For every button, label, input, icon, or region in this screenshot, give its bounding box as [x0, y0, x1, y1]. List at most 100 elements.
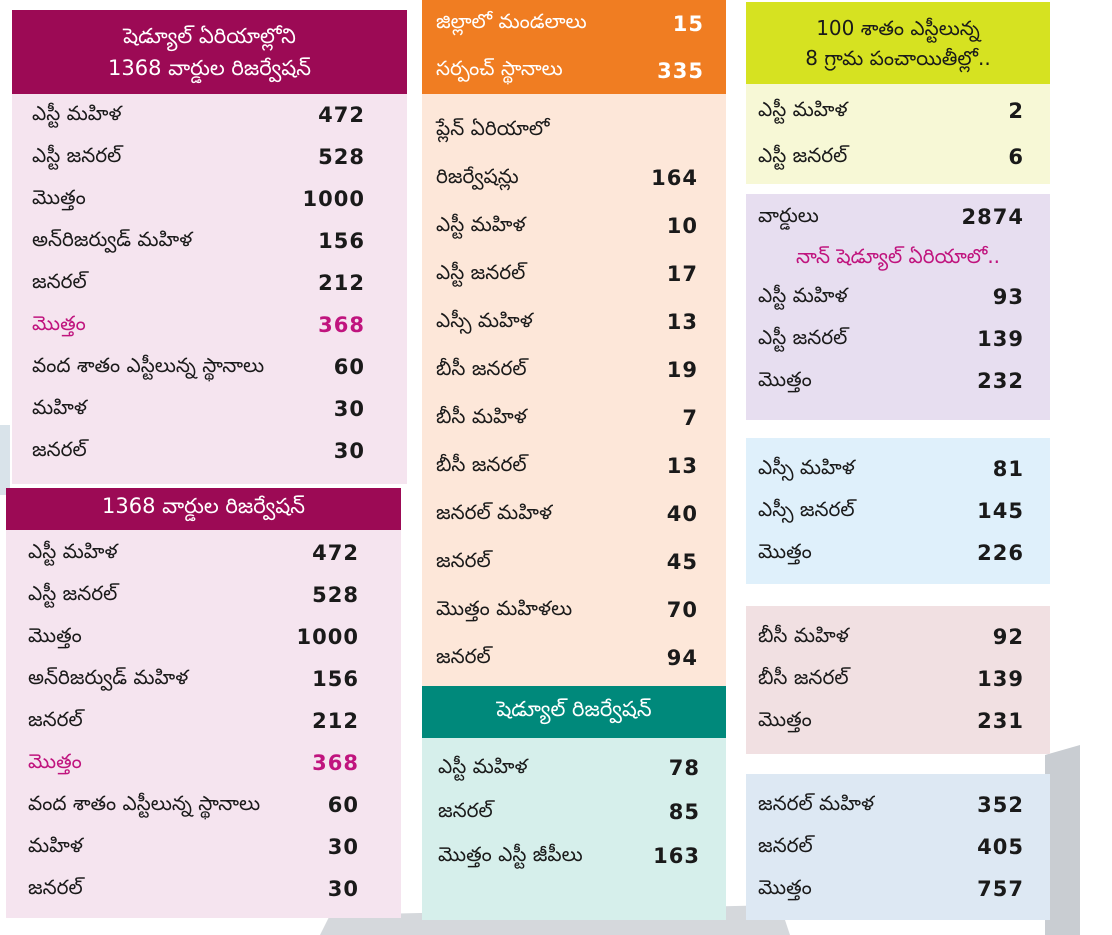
row-label: మొత్తం [28, 748, 82, 773]
table-row: ఎస్టీ జనరల్ 139 [746, 318, 1050, 360]
row-value: 30 [333, 397, 365, 421]
col1-bottom-header: 1368 వార్డుల రిజర్వేషన్ [6, 488, 401, 530]
table-row: జనరల్ 212 [12, 262, 407, 304]
table-row: రిజర్వేషన్లు 164 [422, 154, 726, 202]
row-value: 70 [666, 598, 698, 622]
row-label: జనరల్ మహిళ [436, 499, 552, 524]
row-label: మహిళ [28, 832, 83, 857]
row-value: 368 [312, 751, 359, 775]
row-value: 145 [977, 499, 1024, 523]
table-row: వంద శాతం ఎస్టీలున్న స్థానాలు 60 [6, 784, 401, 826]
row-value: 81 [992, 457, 1024, 481]
row-value: 60 [333, 355, 365, 379]
row-value: 7 [682, 406, 698, 430]
table-row: ఎస్టీ జనరల్ 528 [12, 136, 407, 178]
col3-hundred-rows: ఎస్టీ మహిళ 2 ఎస్టీ జనరల్ 6 [746, 88, 1050, 180]
row-label: ఎస్టీ జనరల్ [758, 142, 848, 167]
section-title: ప్లేన్ ఏరియాలో [422, 106, 726, 154]
row-label: ఎస్టీ జనరల్ [32, 142, 122, 167]
row-label: బీసీ జనరల్ [758, 664, 849, 689]
row-value: 352 [977, 793, 1024, 817]
row-label: వార్డులు [758, 202, 819, 227]
row-value: 212 [318, 271, 365, 295]
col2-header-panel: జిల్లాలో మండలాలు 15 సర్పంచ్ స్థానాలు 335 [422, 0, 726, 94]
table-row-highlight: మొత్తం 368 [6, 742, 401, 784]
table-row: ఎస్సీ జనరల్ 145 [746, 490, 1050, 532]
row-label: ఎస్టీ మహిళ [438, 753, 528, 778]
col1-top-header: షెడ్యూల్ ఏరియాల్లోని 1368 వార్డుల రిజర్వ… [12, 10, 407, 94]
row-label: బీసీ జనరల్ [436, 355, 527, 380]
col3-bc-panel: బీసీ మహిళ 92 బీసీ జనరల్ 139 మొత్తం 231 [746, 606, 1050, 754]
row-value: 472 [318, 103, 365, 127]
row-value: 335 [657, 58, 704, 83]
table-row: జనరల్ 30 [6, 868, 401, 910]
row-label: ఎస్టీ జనరల్ [436, 259, 526, 284]
col3-hundred-header: 100 శాతం ఎస్టీలున్న 8 గ్రామ పంచాయితీల్లో… [746, 2, 1050, 84]
row-value: 212 [312, 709, 359, 733]
table-row: జనరల్ 212 [6, 700, 401, 742]
col3-nonsched-panel: వార్డులు 2874 నాన్ షెడ్యూల్ ఏరియాలో.. ఎస్… [746, 194, 1050, 420]
row-value: 232 [977, 369, 1024, 393]
table-row: మొత్తం 226 [746, 532, 1050, 574]
row-label: మొత్తం [758, 874, 812, 899]
row-value: 2874 [961, 205, 1024, 229]
row-value: 15 [672, 11, 704, 36]
col1-bottom-panel: 1368 వార్డుల రిజర్వేషన్ ఎస్టీ మహిళ 472 ఎస… [6, 488, 401, 918]
col1-top-rows: ఎస్టీ మహిళ 472 ఎస్టీ జనరల్ 528 మొత్తం 1000 … [12, 94, 407, 472]
table-row: మహిళ 30 [6, 826, 401, 868]
col2-schedule-header: షెడ్యూల్ రిజర్వేషన్ [422, 686, 726, 738]
row-label: సర్పంచ్ స్థానాలు [436, 56, 563, 80]
row-label: జిల్లాలో మండలాలు [436, 9, 587, 33]
row-label: బీసీ మహిళ [758, 622, 849, 647]
table-row: ఎస్టీ మహిళ 10 [422, 202, 726, 250]
row-label: ఎస్సీ జనరల్ [758, 496, 855, 521]
table-row: బీసీ జనరల్ 139 [746, 658, 1050, 700]
table-row: ఎస్సీ మహిళ 81 [746, 448, 1050, 490]
table-row: అన్‌రిజర్వుడ్ మహిళ 156 [12, 220, 407, 262]
row-label: అన్‌రిజర్వుడ్ మహిళ [32, 226, 193, 251]
col1-top-header-line1: షెడ్యూల్ ఏరియాల్లోని [123, 24, 296, 48]
row-label: ఎస్టీ మహిళ [436, 211, 526, 236]
table-row: జనరల్ మహిళ 352 [746, 784, 1050, 826]
row-label: మొత్తం [28, 622, 82, 647]
row-label: జనరల్ [436, 547, 491, 572]
row-label: మొత్తం మహిళలు [436, 595, 573, 620]
row-label: వంద శాతం ఎస్టీలున్న స్థానాలు [28, 790, 261, 815]
row-label: రిజర్వేషన్లు [436, 163, 519, 188]
table-row: మొత్తం 1000 [12, 178, 407, 220]
row-value: 1000 [302, 187, 365, 211]
row-value: 94 [666, 646, 698, 670]
table-row: మొత్తం ఎస్టీ జీపీలు 163 [422, 834, 726, 878]
col2-schedule-header-text: షెడ్యూల్ రిజర్వేషన్ [496, 697, 652, 721]
table-row: ఎస్టీ జనరల్ 528 [6, 574, 401, 616]
row-label: జనరల్ [32, 268, 87, 293]
row-label: మొత్తం [758, 366, 812, 391]
row-label: జనరల్ [436, 643, 491, 668]
table-row: ఎస్సీ మహిళ 13 [422, 298, 726, 346]
row-label: మొత్తం [32, 310, 86, 335]
col3-hundred-panel: 100 శాతం ఎస్టీలున్న 8 గ్రామ పంచాయితీల్లో… [746, 2, 1050, 184]
table-row: జనరల్ 30 [12, 430, 407, 472]
row-label: ఎస్సీ మహిళ [436, 307, 533, 332]
col2-schedule-rows: ఎస్టీ మహిళ 78 జనరల్ 85 మొత్తం ఎస్టీ జీపీలు… [422, 746, 726, 878]
col2-body-panel: ప్లేన్ ఏరియాలో రిజర్వేషన్లు 164 ఎస్టీ మహి… [422, 94, 726, 686]
table-row: బీసీ జనరల్ 13 [422, 442, 726, 490]
row-value: 19 [666, 358, 698, 382]
row-value: 45 [666, 550, 698, 574]
row-value: 528 [312, 583, 359, 607]
table-row: సర్పంచ్ స్థానాలు 335 [422, 47, 726, 94]
row-value: 231 [977, 709, 1024, 733]
row-label: ఎస్టీ మహిళ [758, 282, 848, 307]
row-value: 93 [992, 285, 1024, 309]
col1-top-panel: షెడ్యూల్ ఏరియాల్లోని 1368 వార్డుల రిజర్వ… [12, 10, 407, 484]
row-value: 156 [318, 229, 365, 253]
row-value: 156 [312, 667, 359, 691]
row-label: జనరల్ [32, 436, 87, 461]
col2-schedule-panel: షెడ్యూల్ రిజర్వేషన్ ఎస్టీ మహిళ 78 జనరల్ 85… [422, 686, 726, 920]
table-row: జనరల్ 85 [422, 790, 726, 834]
wards-row: వార్డులు 2874 [746, 194, 1050, 240]
row-label: ఎస్సీ మహిళ [758, 454, 855, 479]
row-value: 30 [327, 877, 359, 901]
row-value: 40 [666, 502, 698, 526]
table-row: జనరల్ 45 [422, 538, 726, 586]
